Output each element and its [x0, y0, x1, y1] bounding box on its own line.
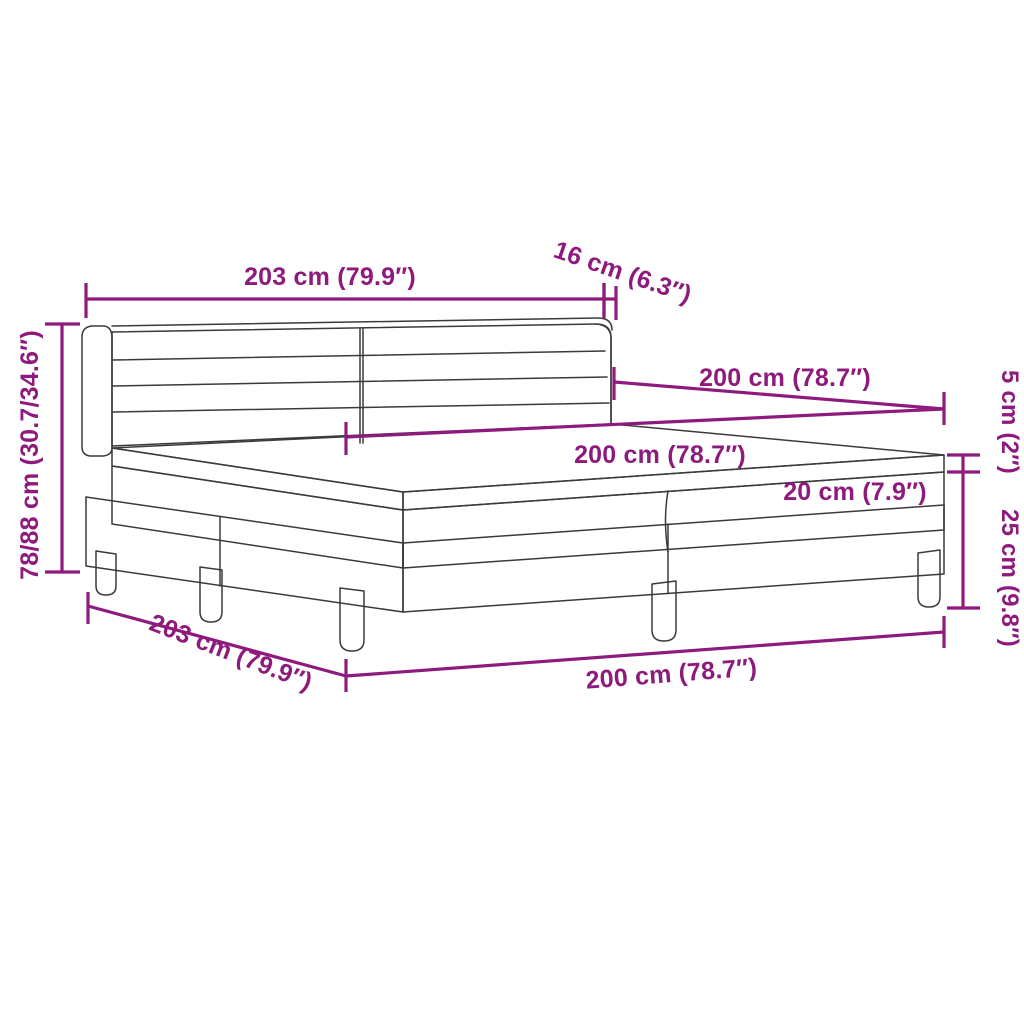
label-bottom-depth: 203 cm (79.9″)	[146, 609, 316, 697]
dimline-topper-height	[947, 453, 980, 474]
dimline-base-height	[947, 472, 980, 610]
headboard-panel	[111, 317, 613, 447]
label-total-height: 78/88 cm (30.7/34.6″)	[16, 330, 44, 580]
leg-back-right	[917, 549, 941, 608]
dimension-lines	[45, 283, 980, 692]
label-mattress-height: 20 cm (7.9″)	[783, 478, 927, 506]
label-base-height: 25 cm (9.8″)	[996, 509, 1023, 647]
dimline-mattress-upper	[612, 367, 946, 425]
bed-base	[85, 496, 945, 613]
dimline-bottom-width	[345, 616, 946, 678]
leg-back-left	[95, 550, 117, 596]
dimension-labels: 203 cm (79.9″) 16 cm (6.3″) 200 cm (78.7…	[16, 236, 1023, 697]
headboard-left-post	[81, 325, 113, 457]
leg-front-right	[651, 580, 677, 642]
label-topper-height: 5 cm (2″)	[996, 370, 1023, 474]
label-bottom-width: 200 cm (78.7″)	[585, 653, 758, 694]
dimline-mattress-lower	[344, 407, 945, 455]
label-top-width: 203 cm (79.9″)	[244, 263, 416, 291]
dimline-head-depth	[602, 283, 618, 320]
leg-mid-left	[199, 566, 223, 623]
leg-front-left	[339, 587, 365, 652]
bed-illustration	[81, 317, 945, 652]
label-mattress-lower: 200 cm (78.7″)	[574, 441, 746, 469]
bed-legs	[95, 549, 941, 652]
dimline-total-height	[45, 322, 80, 574]
label-mattress-upper: 200 cm (78.7″)	[699, 364, 871, 392]
